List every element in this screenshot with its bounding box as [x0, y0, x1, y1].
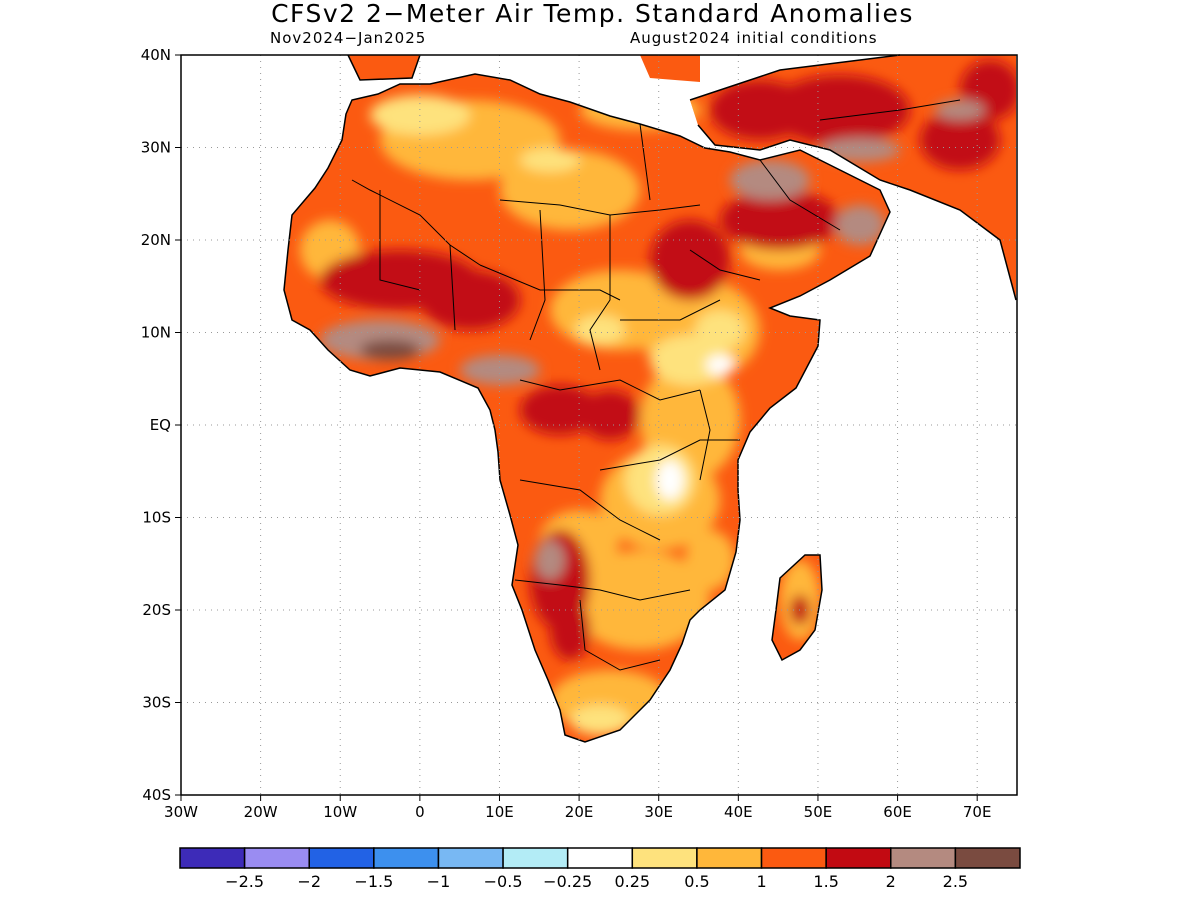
- legend-label: 0.5: [684, 872, 709, 891]
- legend-swatch: [760, 847, 827, 869]
- legend-swatch: [566, 847, 634, 869]
- latitude-tick-label: 30S: [142, 694, 171, 712]
- legend-label: 2.5: [943, 872, 968, 891]
- longitude-tick-label: 0: [415, 803, 425, 821]
- longitude-tick-label: 70E: [963, 803, 992, 821]
- latitude-tick-label: EQ: [150, 416, 171, 434]
- legend-label: −1.5: [354, 872, 393, 891]
- legend-swatch: [179, 847, 246, 869]
- legend-label: 1: [756, 872, 766, 891]
- legend-swatch: [243, 847, 310, 869]
- legend-swatch: [373, 847, 440, 869]
- longitude-tick-label: 20W: [244, 803, 278, 821]
- legend-label: −0.25: [543, 872, 592, 891]
- latitude-tick-label: 30N: [141, 139, 171, 157]
- forecast-period: Nov2024−Jan2025: [270, 29, 427, 47]
- legend-swatch: [437, 847, 504, 869]
- longitude-tick-label: 10E: [485, 803, 514, 821]
- longitude-tick-label: 10W: [323, 803, 357, 821]
- longitude-tick-label: 40E: [724, 803, 753, 821]
- latitude-tick-label: 10S: [142, 509, 171, 527]
- legend-swatch: [890, 847, 957, 869]
- map-title: CFSv2 2−Meter Air Temp. Standard Anomali…: [271, 0, 914, 28]
- color-legend: −2.5 −2 −1.5 −1 −0.5 −0.25 0.25 0.5 1 1.5 2 2.5: [179, 847, 1021, 891]
- legend-label: −1: [427, 872, 451, 891]
- latitude-tick-label: 20N: [141, 231, 171, 249]
- legend-label: −0.5: [484, 872, 523, 891]
- latitude-tick-label: 10N: [141, 324, 171, 342]
- latitude-axis: 40N 30N 20N 10N EQ 10S 20S 30S 40S: [141, 46, 181, 804]
- graticule: [181, 55, 1017, 795]
- coastlines: [283, 54, 1017, 743]
- legend-swatch: [308, 847, 375, 869]
- initial-conditions: August2024 initial conditions: [630, 29, 878, 47]
- legend-swatch: [502, 847, 569, 869]
- legend-swatch: [825, 847, 892, 869]
- legend-swatch: [954, 847, 1021, 869]
- legend-label: 2: [886, 872, 896, 891]
- longitude-tick-label: 20E: [565, 803, 594, 821]
- longitude-tick-label: 30W: [164, 803, 198, 821]
- legend-label: 0.25: [614, 872, 650, 891]
- legend-swatch: [631, 847, 698, 869]
- legend-label: −2: [297, 872, 321, 891]
- latitude-tick-label: 20S: [142, 601, 171, 619]
- legend-swatch: [696, 847, 763, 869]
- longitude-axis: 30W 20W 10W 0 10E 20E 30E 40E 50E 60E 70E: [164, 795, 991, 821]
- longitude-tick-label: 30E: [644, 803, 673, 821]
- legend-label: −2.5: [225, 872, 264, 891]
- latitude-tick-label: 40S: [142, 786, 171, 804]
- latitude-tick-label: 40N: [141, 46, 171, 64]
- longitude-tick-label: 60E: [883, 803, 912, 821]
- legend-label: 1.5: [813, 872, 838, 891]
- anomaly-shading: [284, 55, 1016, 742]
- longitude-tick-label: 50E: [804, 803, 833, 821]
